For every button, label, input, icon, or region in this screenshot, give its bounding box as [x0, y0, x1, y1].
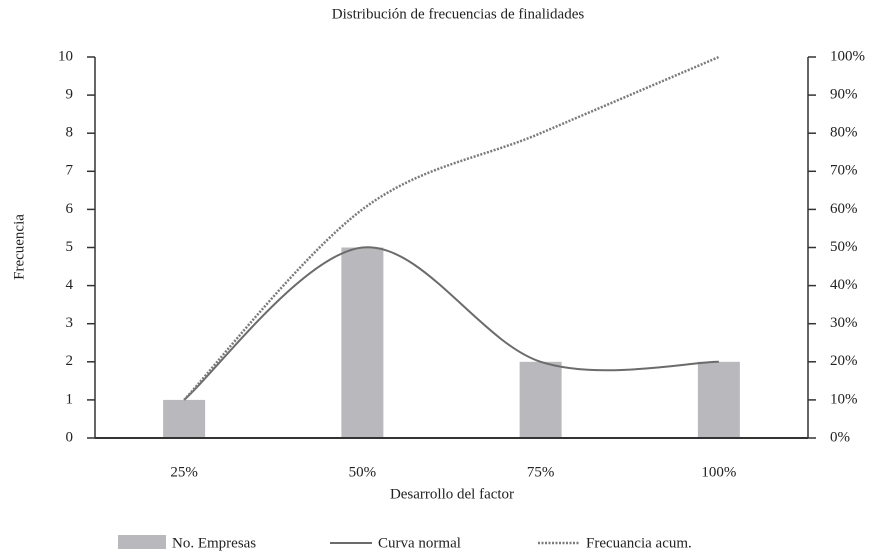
y-tick-label: 1: [66, 391, 74, 407]
y-axis-label: Frecuencia: [11, 214, 27, 280]
y-tick-label: 2: [66, 353, 74, 369]
y2-tick-label: 80%: [830, 125, 858, 141]
y-tick-label: 8: [66, 125, 74, 141]
normal-curve: [183, 246, 719, 401]
y-tick-label: 4: [66, 277, 74, 293]
y-tick-label: 6: [66, 201, 74, 217]
x-tick-label: 100%: [701, 464, 736, 480]
y2-tick-label: 20%: [830, 353, 858, 369]
y-tick-label: 3: [66, 315, 74, 331]
y-tick-label: 0: [66, 429, 74, 445]
bar: [697, 361, 740, 438]
legend-swatch: [118, 535, 166, 549]
legend-label: Curva normal: [378, 535, 461, 551]
bar: [519, 361, 562, 438]
y2-tick-label: 90%: [830, 87, 858, 103]
x-tick-label: 50%: [349, 464, 377, 480]
y-tick-label: 10: [58, 48, 73, 64]
chart-title: Distribución de frecuencias de finalidad…: [332, 6, 585, 22]
y-tick-label: 5: [66, 239, 74, 255]
y-tick-label: 9: [66, 87, 74, 103]
y2-tick-label: 40%: [830, 277, 858, 293]
y2-tick-label: 0%: [830, 429, 850, 445]
x-tick-label: 75%: [527, 464, 555, 480]
x-tick-label: 25%: [170, 464, 198, 480]
y2-tick-label: 50%: [830, 239, 858, 255]
x-axis-label: Desarrollo del factor: [390, 486, 514, 502]
y-tick-label: 7: [66, 163, 74, 179]
y2-tick-label: 100%: [830, 48, 865, 64]
y2-tick-label: 30%: [830, 315, 858, 331]
bar: [341, 247, 384, 438]
legend-label: No. Empresas: [172, 535, 256, 551]
cumulative-line: [183, 55, 720, 401]
y2-tick-label: 60%: [830, 201, 858, 217]
bar: [163, 399, 206, 438]
legend-label: Frecuancia acum.: [586, 535, 692, 551]
y2-tick-label: 70%: [830, 163, 858, 179]
y2-tick-label: 10%: [830, 391, 858, 407]
